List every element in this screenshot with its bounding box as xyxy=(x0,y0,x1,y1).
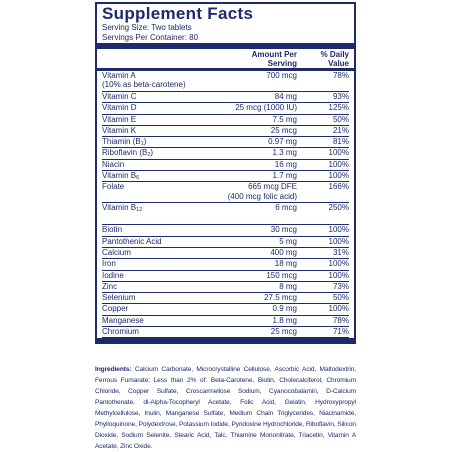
percent-daily-value: 100% xyxy=(328,259,349,269)
percent-daily-value: 100% xyxy=(328,304,349,314)
percent-daily-value: 93% xyxy=(332,92,349,101)
nutrient-name: Folate xyxy=(102,182,125,192)
amount-per-serving: 400 mg xyxy=(270,247,297,257)
amount-per-serving: 27.5 mcg xyxy=(264,293,297,303)
table-row: Vitamin K 25 mcg 21% xyxy=(102,125,349,138)
percent-daily-value: 166% xyxy=(328,182,349,192)
table-row: Vitamin E 7.5 mg 50% xyxy=(102,115,349,126)
nutrient-name: Vitamin K xyxy=(102,125,137,135)
percent-daily-value: 73% xyxy=(332,281,349,291)
daily-value-header: % Daily Value xyxy=(320,50,349,68)
table-row: Copper 0.9 mg 100% xyxy=(102,304,349,316)
percent-daily-value: 100% xyxy=(328,236,349,246)
amount-per-serving: 84 mg xyxy=(274,92,297,101)
table-row: Chromium 25 mcg 71% xyxy=(102,327,349,339)
percent-daily-value: 71% xyxy=(332,327,349,337)
amount-per-serving: 8 mg xyxy=(279,281,297,291)
percent-daily-value: 50% xyxy=(332,293,349,303)
ingredients-label: Ingredients: xyxy=(95,366,132,373)
amount-per-serving: 25 mcg xyxy=(270,125,297,135)
table-row: Iodine 150 mcg 100% xyxy=(102,271,349,282)
nutrient-name: Iron xyxy=(102,259,116,269)
percent-daily-value: 21% xyxy=(332,125,349,135)
servings-per-container: Servings Per Container: 80 xyxy=(102,32,199,42)
percent-daily-value: 31% xyxy=(332,247,349,257)
table-row: Niacin 16 mg 100% xyxy=(102,159,349,172)
percent-daily-value: 100% xyxy=(328,171,349,181)
table-row: Manganese 1.8 mg 78% xyxy=(102,315,349,328)
table-row: Vitamin A (10% as beta-carotene) 700 mcg 78… xyxy=(102,71,349,92)
nutrient-table: Vitamin A (10% as beta-carotene) 700 mcg 78… xyxy=(102,71,349,339)
percent-daily-value: 100% xyxy=(328,225,349,235)
amount-per-serving: 665 mcg DFE (400 mcg folic acid) xyxy=(227,182,297,201)
table-row: Thiamin (B1) 0.97 mg 81% xyxy=(102,137,349,149)
nutrient-name: Selenium xyxy=(102,293,136,303)
nutrient-name: Vitamin B12 xyxy=(102,203,143,214)
amount-per-serving: 18 mg xyxy=(274,259,297,269)
nutrient-name: Calcium xyxy=(102,247,131,257)
table-row: Vitamin B12 6 mcg 250% xyxy=(102,203,349,226)
percent-daily-value: 100% xyxy=(328,270,349,280)
column-header: Amount Per Serving % Daily Value xyxy=(102,49,349,68)
bottom-divider xyxy=(97,338,354,345)
amount-per-serving: 700 mcg xyxy=(266,71,297,80)
nutrient-name: Chromium xyxy=(102,327,139,337)
amount-per-serving: 30 mcg xyxy=(270,225,297,235)
supplement-facts-panel: Supplement Facts Serving Size: Two table… xyxy=(95,2,356,345)
serving-size: Serving Size: Two tablets xyxy=(102,23,192,32)
table-row: Selenium 27.5 mcg 50% xyxy=(102,293,349,305)
amount-per-serving: 1.8 mg xyxy=(272,315,297,325)
percent-daily-value: 81% xyxy=(332,137,349,147)
nutrient-name: Vitamin B6 xyxy=(102,171,140,182)
amount-per-serving: 25 mcg (1000 IU) xyxy=(235,103,297,113)
amount-header: Amount Per Serving xyxy=(251,50,297,68)
table-row: Vitamin C 84 mg 93% xyxy=(102,92,349,104)
nutrient-name: Vitamin C xyxy=(102,92,137,101)
nutrient-name: Copper xyxy=(102,304,129,314)
amount-per-serving: 0.97 mg xyxy=(268,137,297,147)
table-row: Vitamin D 25 mcg (1000 IU) 125% xyxy=(102,103,349,115)
percent-daily-value: 78% xyxy=(332,315,349,325)
ingredients-text: Calcium Carbonate, Microcrystalline Cell… xyxy=(95,366,357,450)
percent-daily-value: 78% xyxy=(332,71,349,80)
table-row: Iron 18 mg 100% xyxy=(102,259,349,271)
amount-per-serving: 1.7 mg xyxy=(272,171,297,181)
ingredients-statement: Ingredients: Calcium Carbonate, Microcry… xyxy=(95,364,356,452)
percent-daily-value: 50% xyxy=(332,114,349,124)
amount-per-serving: 1.3 mg xyxy=(272,148,297,158)
nutrient-name: Vitamin D xyxy=(102,103,137,113)
nutrient-name: Niacin xyxy=(102,159,125,169)
nutrient-name: Manganese xyxy=(102,315,144,325)
percent-daily-value: 100% xyxy=(328,159,349,169)
amount-per-serving: 16 mg xyxy=(274,159,297,169)
nutrient-name: Vitamin A (10% as beta-carotene) xyxy=(102,71,186,90)
amount-per-serving: 0.9 mg xyxy=(272,304,297,314)
nutrient-name: Thiamin (B1) xyxy=(102,137,147,148)
table-row: Calcium 400 mg 31% xyxy=(102,247,349,260)
amount-per-serving: 25 mcg xyxy=(270,327,297,337)
percent-daily-value: 100% xyxy=(328,148,349,158)
table-row: Vitamin B6 1.7 mg 100% xyxy=(102,171,349,183)
amount-per-serving: 150 mcg xyxy=(266,270,297,280)
table-row: Pantothenic Acid 5 mg 100% xyxy=(102,237,349,248)
table-row: Folate 665 mcg DFE (400 mcg folic acid) 166… xyxy=(102,182,349,204)
panel-title: Supplement Facts xyxy=(102,4,254,23)
percent-daily-value: 125% xyxy=(328,103,349,113)
amount-per-serving: 5 mg xyxy=(279,236,297,246)
thick-divider xyxy=(97,43,354,49)
table-row: Riboflavin (B2) 1.3 mg 100% xyxy=(102,148,349,160)
nutrient-name: Zinc xyxy=(102,281,118,291)
amount-per-serving: 7.5 mg xyxy=(272,114,297,124)
nutrient-name: Riboflavin (B2) xyxy=(102,148,154,159)
nutrient-name: Vitamin E xyxy=(102,114,137,124)
nutrient-name: Pantothenic Acid xyxy=(102,236,162,246)
table-row: Zinc 8 mg 73% xyxy=(102,281,349,294)
nutrient-name: Biotin xyxy=(102,225,123,235)
amount-per-serving: 6 mcg xyxy=(275,203,297,213)
nutrient-name: Iodine xyxy=(102,270,124,280)
medium-divider xyxy=(97,68,354,71)
table-row: Biotin 30 mcg 100% xyxy=(102,225,349,237)
percent-daily-value: 250% xyxy=(328,203,349,213)
